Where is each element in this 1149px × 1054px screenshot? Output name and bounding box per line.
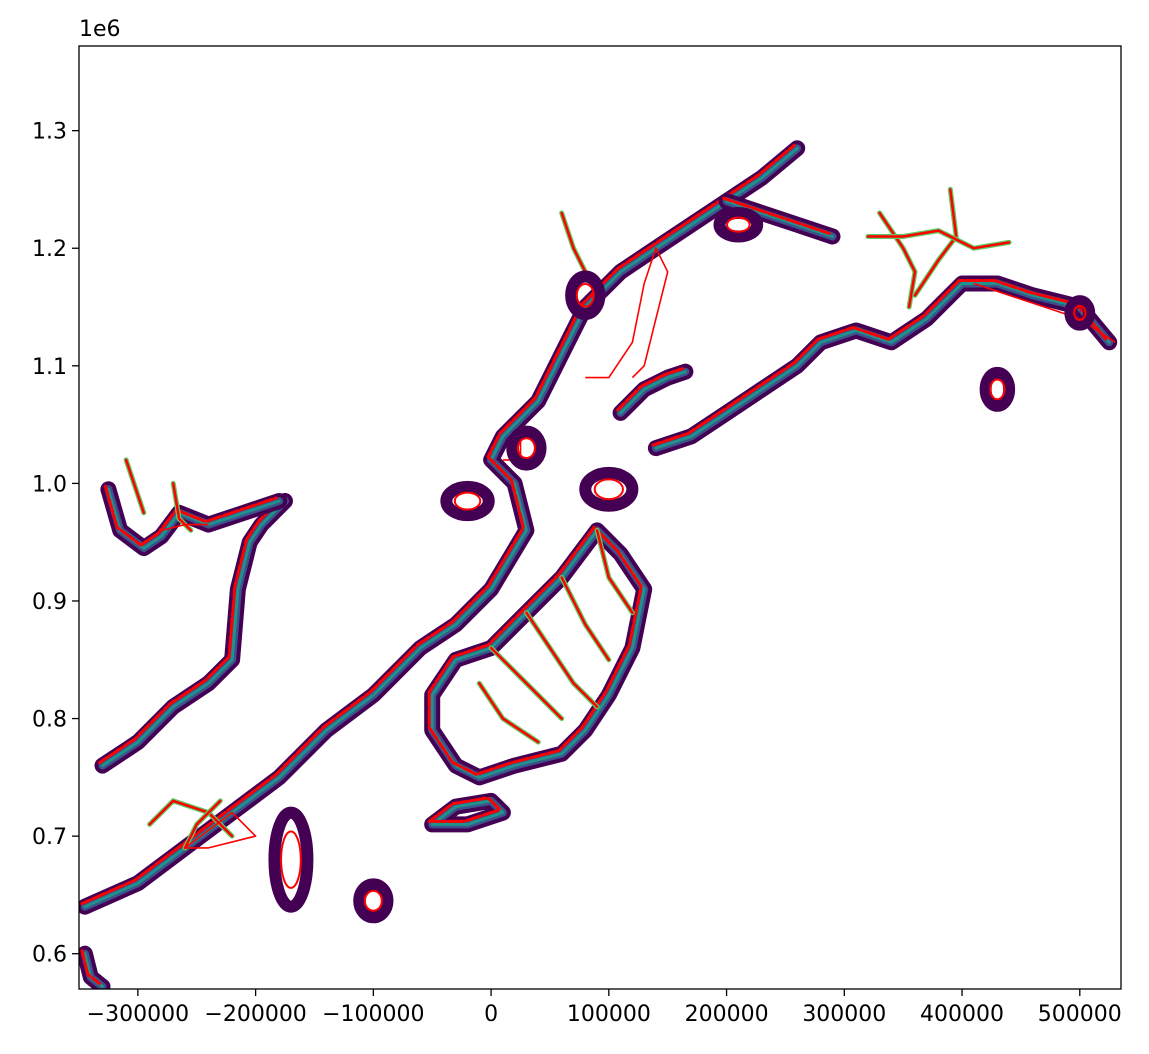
y-tick-label-5: 1.1: [32, 355, 67, 380]
river-outline-3: [878, 211, 917, 309]
y-tick-label-0: 0.6: [32, 943, 67, 968]
x-tick-label-0: −300000: [87, 1002, 189, 1027]
lake-outline-5: [1073, 304, 1087, 321]
y-offset-label: 1e6: [79, 17, 121, 42]
lake-2: [440, 480, 495, 522]
river-outline-10: [478, 682, 540, 744]
coast-band-core-4: [619, 370, 687, 415]
x-tick-label-5: 200000: [685, 1002, 769, 1027]
river-outline-5: [866, 229, 1011, 250]
coast-outline-4: [616, 367, 684, 412]
lake-1: [353, 878, 394, 924]
basin-outline-4: [184, 811, 257, 849]
basin-outline-0: [585, 247, 669, 379]
lake-outline-8: [516, 437, 536, 460]
lake-outline-4: [989, 378, 1006, 401]
lake-0: [268, 806, 314, 913]
river-outline-11: [148, 799, 234, 838]
coast-band-core-0: [101, 499, 287, 768]
coast-outline-1: [103, 484, 278, 547]
plot-area: [78, 45, 1122, 990]
lake-4: [979, 366, 1016, 412]
coast-outline-6: [427, 525, 643, 776]
coast-outline-2: [80, 143, 796, 906]
river-outline-8: [560, 576, 611, 662]
river-outline-7: [525, 611, 599, 709]
x-tick-label-4: 100000: [567, 1002, 651, 1027]
y-tick-label-2: 0.8: [32, 708, 67, 733]
coast-band-core-5: [654, 282, 1111, 450]
coast-outline-5: [651, 279, 1108, 447]
river-outline-1: [171, 482, 193, 532]
lake-3: [579, 466, 639, 512]
y-tick-label-6: 1.2: [32, 237, 67, 262]
x-tick-label-1: −200000: [204, 1002, 306, 1027]
x-tick-label-6: 300000: [802, 1002, 886, 1027]
river-outline-9: [595, 529, 634, 614]
river-outline-6: [489, 646, 563, 720]
x-tick-label-7: 400000: [920, 1002, 1004, 1027]
river-outline-2: [560, 211, 587, 274]
coast-band-core-3: [725, 199, 834, 238]
x-tick-label-2: −100000: [322, 1002, 424, 1027]
y-tick-label-4: 1.0: [32, 472, 67, 497]
lake-outline-0: [280, 830, 302, 889]
lake-7: [565, 270, 606, 321]
x-tick-label-3: 0: [484, 1002, 498, 1027]
lake-outline-3: [593, 478, 624, 501]
lake-5: [1064, 295, 1096, 331]
river-outline-12: [183, 799, 222, 850]
lake-8: [506, 425, 547, 471]
river-outline-4: [913, 188, 958, 297]
x-tick-label-8: 500000: [1038, 1002, 1122, 1027]
plot-frame: [78, 45, 1122, 990]
lake-outline-7: [575, 282, 595, 308]
coast-outline-0: [98, 496, 284, 765]
coast-outline-7: [427, 796, 502, 823]
y-tick-label-1: 0.7: [32, 825, 67, 850]
basin-outline-1: [161, 523, 209, 532]
lake-outline-1: [363, 889, 383, 912]
x-axis: −300000 −200000 −100000 0 100000 200000 300000…: [87, 989, 1122, 1027]
coast-outline-3: [722, 196, 831, 235]
lake-6: [713, 206, 764, 243]
map-marks: [79, 140, 1118, 989]
basin-outline-2: [973, 282, 1116, 343]
coast-band-core-6: [430, 528, 646, 779]
y-tick-label-7: 1.3: [32, 120, 67, 145]
y-axis: 0.6 0.7 0.8 0.9 1.0 1.1 1.2 1.3: [32, 120, 79, 968]
river-outline-0: [124, 458, 146, 515]
lake-outline-2: [453, 491, 482, 511]
y-tick-label-3: 0.9: [32, 590, 67, 615]
coast-outline-8: [80, 949, 101, 986]
coast-band-core-2: [83, 146, 799, 909]
lake-outline-6: [726, 216, 751, 233]
